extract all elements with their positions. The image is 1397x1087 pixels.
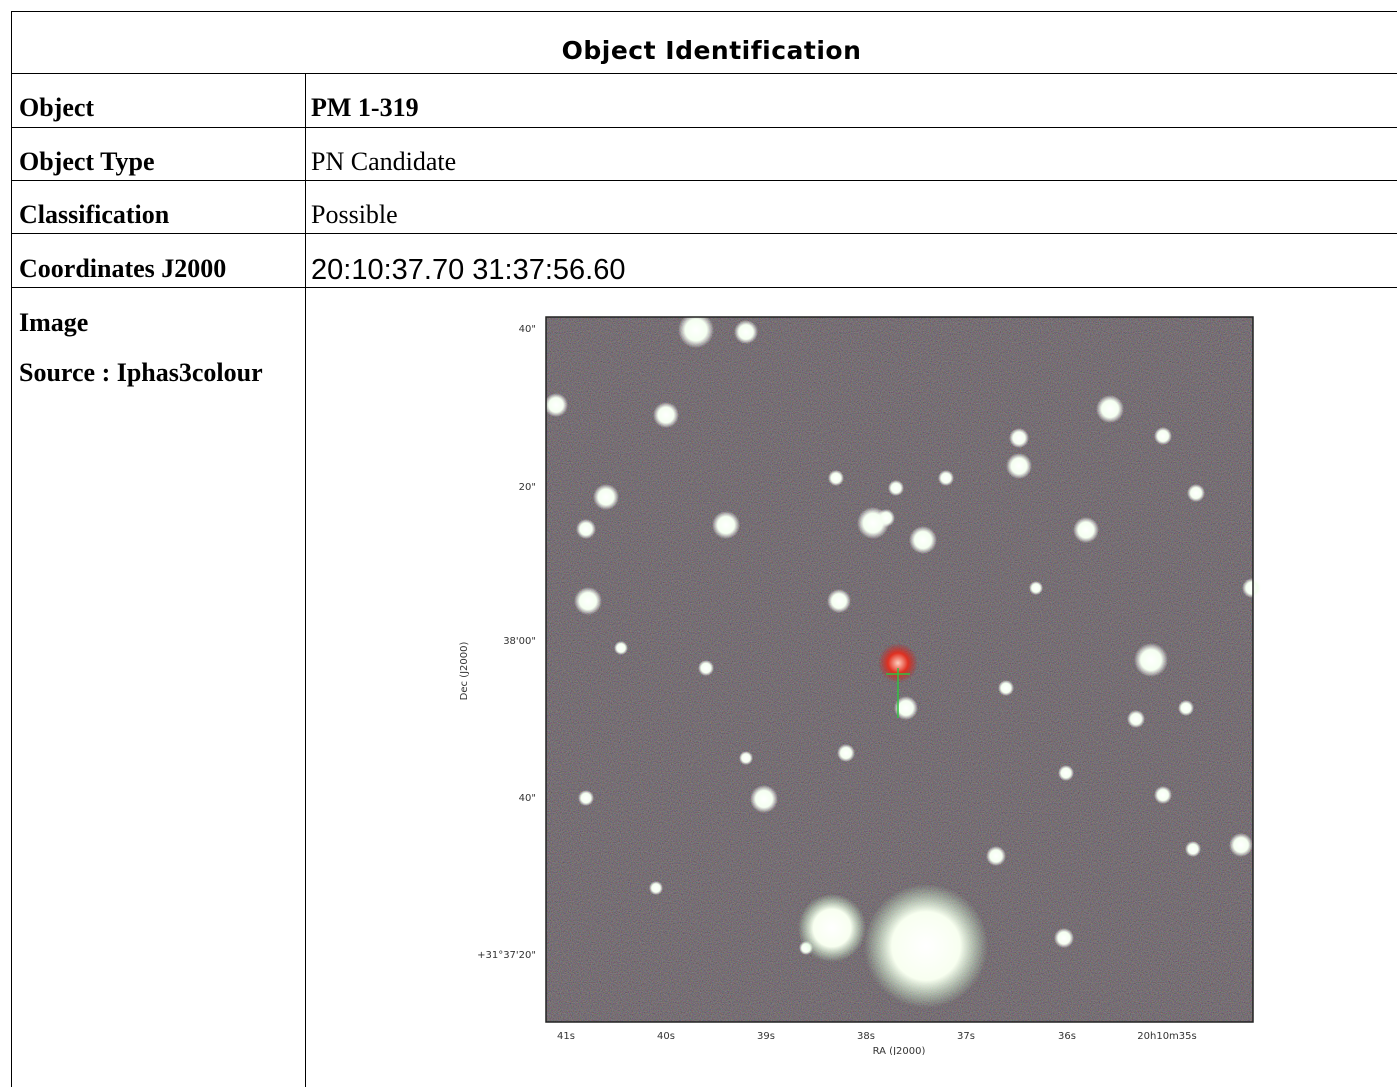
- star: [938, 470, 954, 486]
- star: [888, 480, 904, 496]
- star: [1096, 395, 1124, 423]
- y-tick-label: 40": [519, 793, 536, 804]
- star: [653, 402, 679, 428]
- row-value: PM 1-319: [305, 73, 1397, 127]
- image-label-cell: Image Source : Iphas3colour: [11, 287, 305, 1087]
- x-tick-label: 37s: [957, 1031, 975, 1042]
- row-label: Image: [19, 308, 89, 337]
- star: [1006, 453, 1032, 479]
- star: [1009, 428, 1029, 448]
- star: [986, 846, 1006, 866]
- star: [649, 881, 663, 895]
- row-label: Classification: [11, 180, 305, 233]
- star: [1134, 643, 1168, 677]
- star: [1154, 427, 1172, 445]
- star: [734, 320, 758, 344]
- star: [1073, 517, 1099, 543]
- row-label: Object: [11, 73, 305, 127]
- x-tick-label: 36s: [1058, 1031, 1076, 1042]
- star: [877, 509, 895, 527]
- row-value: PN Candidate: [305, 127, 1397, 180]
- y-tick-label: 40": [519, 324, 536, 335]
- y-tick-label: +31°37'20": [477, 950, 536, 961]
- star: [1185, 841, 1201, 857]
- row-label: Coordinates J2000: [11, 233, 305, 287]
- star: [578, 790, 594, 806]
- x-axis-label: RA (J2000): [873, 1046, 926, 1055]
- y-axis-label: Dec (J2000): [459, 642, 470, 701]
- big-star: [798, 894, 866, 962]
- star: [1242, 578, 1262, 598]
- star: [739, 751, 753, 765]
- star: [1187, 484, 1205, 502]
- x-tick-label: 41s: [557, 1031, 575, 1042]
- star: [828, 470, 844, 486]
- page: {"header": {"title": "Object Identificat…: [11, 11, 1397, 1087]
- star: [698, 660, 714, 676]
- x-tick-label: 40s: [657, 1031, 675, 1042]
- sky-image: 40" 20" 38'00" 40" +31°37'20" 41s 40s 39s 38s 37s…: [459, 312, 1262, 1055]
- star: [576, 519, 596, 539]
- y-tick-label: 38'00": [503, 636, 536, 647]
- target-star: [878, 643, 918, 683]
- table-title: Object Identification: [11, 11, 1397, 73]
- row-label: Object Type: [11, 127, 305, 180]
- star: [998, 680, 1014, 696]
- star: [827, 589, 851, 613]
- plot-frame: [545, 316, 1254, 1023]
- star: [750, 785, 778, 813]
- x-tick-label: 38s: [857, 1031, 875, 1042]
- star: [1154, 786, 1172, 804]
- star: [614, 641, 628, 655]
- star: [837, 744, 855, 762]
- star: [593, 484, 619, 510]
- star: [1029, 581, 1043, 595]
- star: [574, 587, 602, 615]
- image-source: Source : Iphas3colour: [19, 358, 263, 387]
- image-cell: 40" 20" 38'00" 40" +31°37'20" 41s 40s 39s 38s 37s…: [305, 287, 1397, 1087]
- row-value: 20:10:37.70 31:37:56.60: [305, 233, 1397, 287]
- row-value: Possible: [305, 180, 1397, 233]
- x-tick-label: 20h10m35s: [1137, 1031, 1196, 1042]
- star: [894, 696, 918, 720]
- star: [678, 312, 714, 348]
- star: [1127, 710, 1145, 728]
- star: [909, 526, 937, 554]
- star: [712, 511, 740, 539]
- star: [544, 393, 568, 417]
- x-tick-label: 39s: [757, 1031, 775, 1042]
- star: [1178, 700, 1194, 716]
- y-tick-label: 20": [519, 482, 536, 493]
- star: [1058, 765, 1074, 781]
- star: [1054, 928, 1074, 948]
- star: [1229, 833, 1253, 857]
- big-star: [864, 884, 988, 1008]
